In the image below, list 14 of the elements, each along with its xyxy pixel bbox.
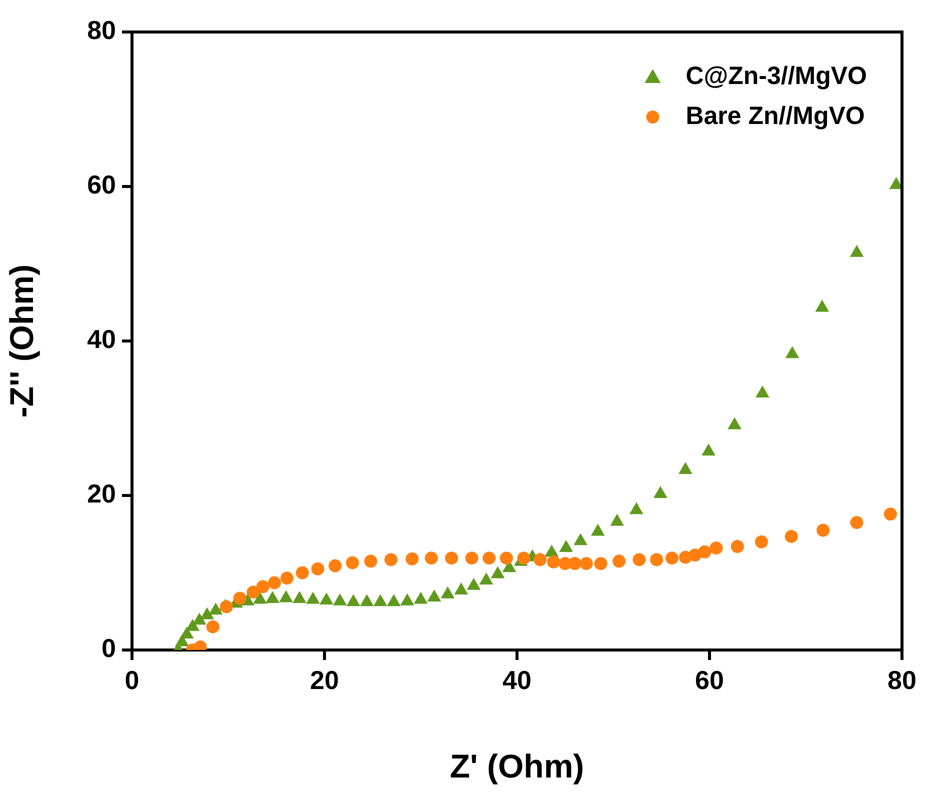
x-tick-label: 40 bbox=[502, 664, 532, 695]
y-axis-title: -Z'' (Ohm) bbox=[2, 264, 40, 418]
legend-label: C@Zn-3//MgVO bbox=[686, 62, 867, 90]
y-tick-label: 40 bbox=[87, 324, 116, 354]
x-tick-label: 20 bbox=[310, 664, 339, 695]
x-tick-label: 60 bbox=[695, 664, 724, 695]
legend-label: Bare Zn//MgVO bbox=[686, 102, 865, 130]
x-tick-label: 0 bbox=[124, 664, 140, 695]
x-tick-label: 80 bbox=[888, 664, 916, 695]
y-tick-label: 0 bbox=[102, 633, 116, 664]
y-tick-label: 20 bbox=[87, 478, 116, 509]
y-tick-label: 60 bbox=[87, 170, 116, 200]
y-tick-label: 80 bbox=[87, 15, 116, 46]
x-axis-title: Z' (Ohm) bbox=[450, 747, 584, 784]
